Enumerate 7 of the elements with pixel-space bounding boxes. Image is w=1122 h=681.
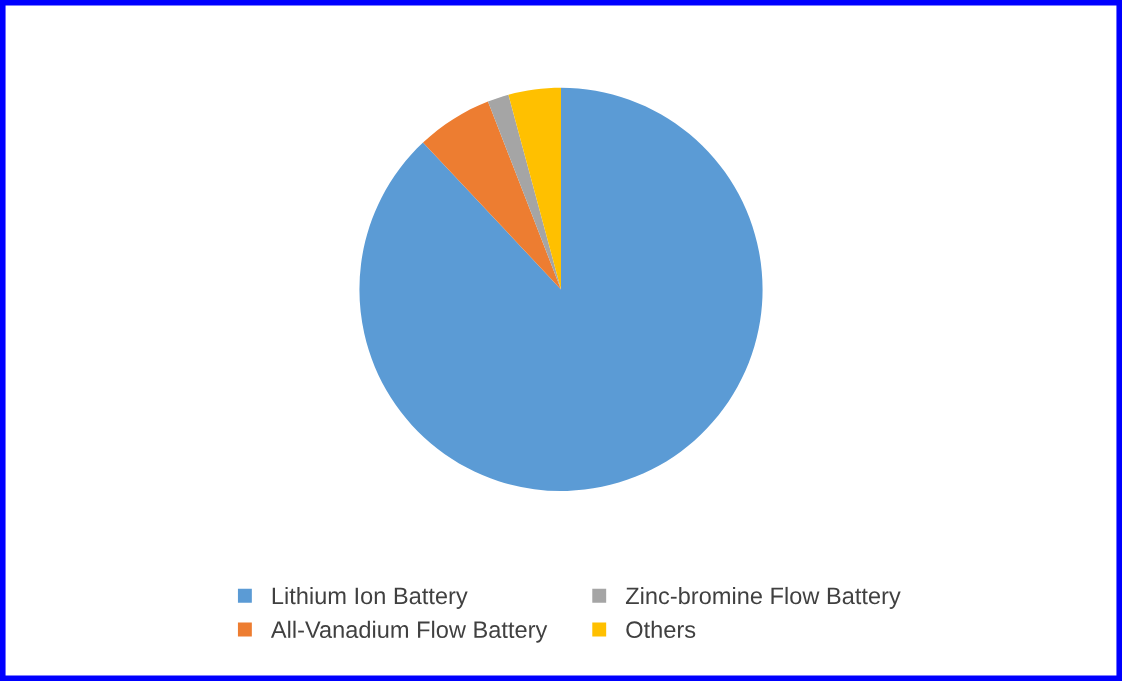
legend-label: Zinc-bromine Flow Battery [625, 586, 901, 609]
pie-slice [423, 101, 561, 290]
pie-slice [359, 87, 763, 491]
legend-label: Lithium Ion Battery [272, 586, 468, 609]
legend-label: Others [626, 620, 696, 639]
legend-label: All-Vanadium Flow Battery [270, 620, 548, 643]
pie-slice [508, 87, 561, 290]
